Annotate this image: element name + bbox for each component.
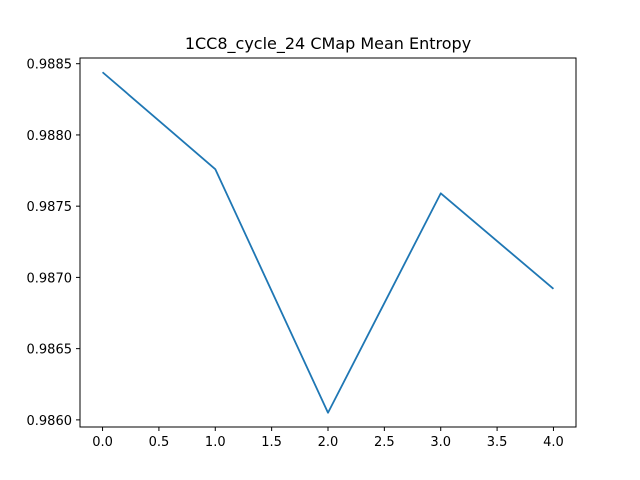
x-tick-label: 1.5 bbox=[261, 435, 282, 450]
x-tick-label: 3.0 bbox=[430, 435, 451, 450]
series-line bbox=[101, 71, 555, 414]
y-tick-label: 0.9880 bbox=[27, 129, 73, 144]
x-tick-label: 2.5 bbox=[374, 435, 395, 450]
x-tick-label: 3.5 bbox=[487, 435, 508, 450]
x-tick-label: 0.5 bbox=[149, 435, 170, 450]
x-tick-label: 0.0 bbox=[92, 435, 113, 450]
y-tick-label: 0.9875 bbox=[27, 200, 73, 215]
x-axis: 0.0 0.5 1.0 1.5 2.0 2.5 3.0 3.5 4.0 bbox=[92, 427, 564, 450]
y-tick-label: 0.9860 bbox=[27, 414, 73, 429]
x-tick-label: 1.0 bbox=[205, 435, 226, 450]
y-axis: 0.9860 0.9865 0.9870 0.9875 0.9880 0.9885 bbox=[27, 58, 80, 429]
plot-area bbox=[101, 71, 555, 414]
chart-title: 1CC8_cycle_24 CMap Mean Entropy bbox=[185, 34, 471, 54]
y-tick-label: 0.9870 bbox=[27, 271, 73, 286]
x-tick-label: 4.0 bbox=[543, 435, 564, 450]
axes-frame bbox=[79, 57, 577, 428]
y-tick-label: 0.9885 bbox=[27, 58, 73, 73]
x-tick-label: 2.0 bbox=[318, 435, 339, 450]
y-tick-label: 0.9865 bbox=[27, 343, 73, 358]
